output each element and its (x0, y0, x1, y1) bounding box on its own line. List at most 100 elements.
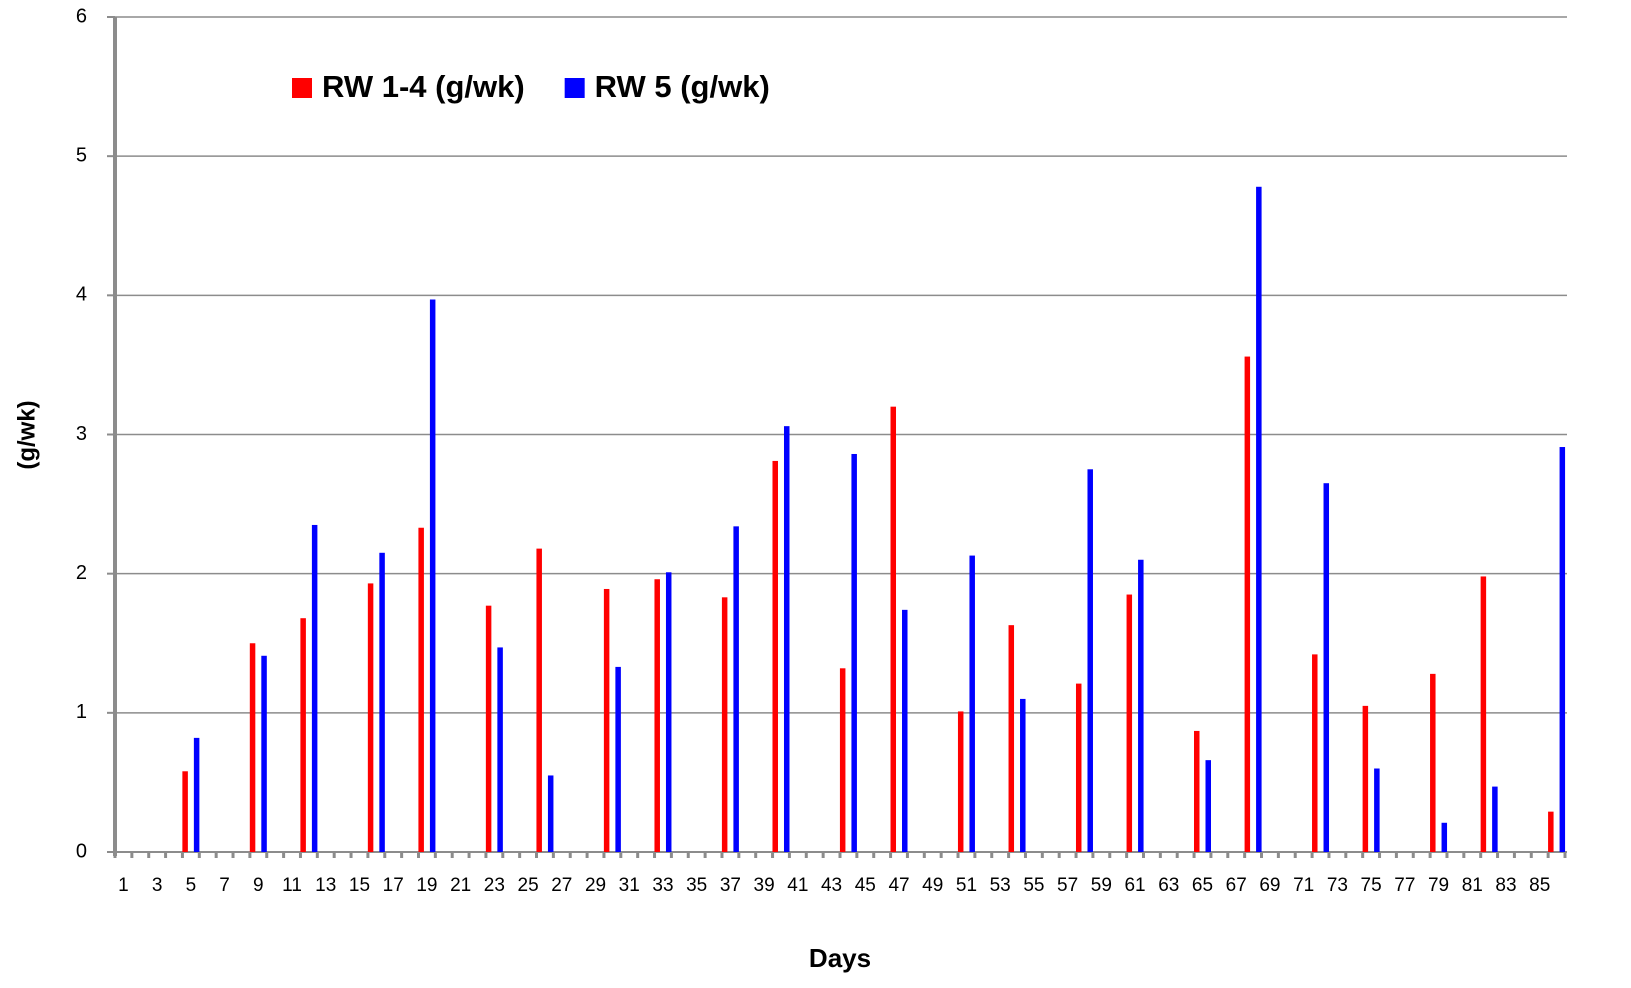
legend-label: RW 5 (g/wk) (595, 69, 770, 104)
x-tick-label: 9 (253, 875, 264, 896)
x-tick-label: 71 (1293, 875, 1314, 896)
bar (1087, 469, 1093, 852)
y-tick-label: 6 (76, 5, 87, 27)
y-tick-label: 1 (76, 701, 87, 723)
x-tick-label: 31 (619, 875, 640, 896)
x-tick-label: 67 (1226, 875, 1247, 896)
bar (1362, 705, 1369, 852)
x-tick-label: 19 (416, 875, 437, 896)
bar (957, 711, 964, 852)
x-tick-label: 59 (1091, 875, 1112, 896)
bar (536, 548, 542, 852)
bar (615, 666, 621, 852)
bar (193, 737, 200, 852)
bar (429, 299, 436, 853)
bar (367, 583, 374, 852)
bar (969, 555, 975, 852)
x-tick-label: 29 (585, 875, 606, 896)
x-tick-label: 73 (1327, 875, 1348, 896)
x-tick-label: 17 (383, 875, 404, 896)
bar (261, 655, 267, 852)
x-tick-label: 47 (888, 875, 909, 896)
bar (839, 668, 846, 852)
bar (1256, 186, 1262, 853)
bar (300, 618, 306, 852)
bar (379, 552, 385, 852)
bar (1492, 786, 1498, 852)
bar (1020, 698, 1026, 852)
bar (733, 526, 739, 852)
x-tick-label: 83 (1495, 875, 1516, 896)
bar (721, 597, 728, 852)
x-tick-label: 41 (787, 875, 808, 896)
bar (1194, 730, 1200, 852)
x-tick-label: 65 (1192, 875, 1213, 896)
x-tick-label: 11 (282, 875, 302, 896)
x-tick-label: 81 (1462, 875, 1483, 896)
y-tick-label: 5 (76, 144, 87, 166)
x-tick-label: 1 (118, 875, 129, 896)
bar (1374, 768, 1380, 852)
bar (1312, 654, 1318, 852)
x-tick-label: 51 (956, 875, 977, 896)
bar (665, 572, 672, 852)
x-tick-label: 45 (855, 875, 876, 896)
x-tick-label: 25 (518, 875, 539, 896)
bar (1205, 760, 1211, 852)
bar (1430, 673, 1436, 852)
bar (497, 647, 503, 852)
y-axis-label: (g/wk) (13, 400, 40, 469)
bar (1548, 811, 1554, 852)
x-axis-label: Days (809, 943, 871, 973)
x-tick-label: 55 (1023, 875, 1044, 896)
y-tick-label: 0 (76, 840, 87, 862)
bar (603, 588, 610, 852)
bar (182, 771, 188, 852)
bar (1480, 576, 1487, 852)
bar (485, 605, 492, 852)
y-tick-label: 3 (76, 423, 87, 445)
bar (851, 453, 857, 852)
x-tick-label: 7 (219, 875, 230, 896)
bar (1323, 483, 1330, 852)
bar (902, 609, 908, 852)
x-tick-label: 5 (186, 875, 197, 896)
bar (418, 527, 424, 852)
x-tick-label: 27 (551, 875, 572, 896)
x-tick-label: 39 (754, 875, 775, 896)
x-tick-label: 63 (1158, 875, 1179, 896)
x-tick-label: 69 (1259, 875, 1280, 896)
bar (1008, 625, 1015, 852)
y-tick-label: 2 (76, 562, 87, 584)
bar (654, 579, 660, 852)
x-tick-label: 79 (1428, 875, 1449, 896)
legend-label: RW 1-4 (g/wk) (322, 69, 525, 104)
bar (311, 524, 318, 852)
x-tick-label: 23 (484, 875, 505, 896)
bar (1441, 822, 1448, 852)
x-tick-label: 13 (315, 875, 336, 896)
bar (1138, 559, 1144, 852)
x-tick-label: 85 (1529, 875, 1550, 896)
bar (249, 643, 256, 852)
x-tick-label: 75 (1361, 875, 1382, 896)
bar (547, 775, 554, 852)
bar (1559, 447, 1566, 852)
x-tick-label: 21 (450, 875, 471, 896)
bar (1075, 683, 1082, 852)
bar (1244, 356, 1251, 852)
x-tick-label: 57 (1057, 875, 1078, 896)
x-tick-label: 49 (922, 875, 943, 896)
x-tick-label: 43 (821, 875, 842, 896)
x-tick-label: 15 (349, 875, 370, 896)
bar (1126, 594, 1133, 852)
x-tick-label: 53 (990, 875, 1011, 896)
x-tick-label: 35 (686, 875, 707, 896)
y-tick-label: 4 (76, 284, 87, 306)
x-tick-label: 3 (152, 875, 163, 896)
x-tick-label: 77 (1394, 875, 1415, 896)
bar (772, 460, 778, 852)
bar (783, 426, 790, 852)
x-tick-label: 37 (720, 875, 741, 896)
